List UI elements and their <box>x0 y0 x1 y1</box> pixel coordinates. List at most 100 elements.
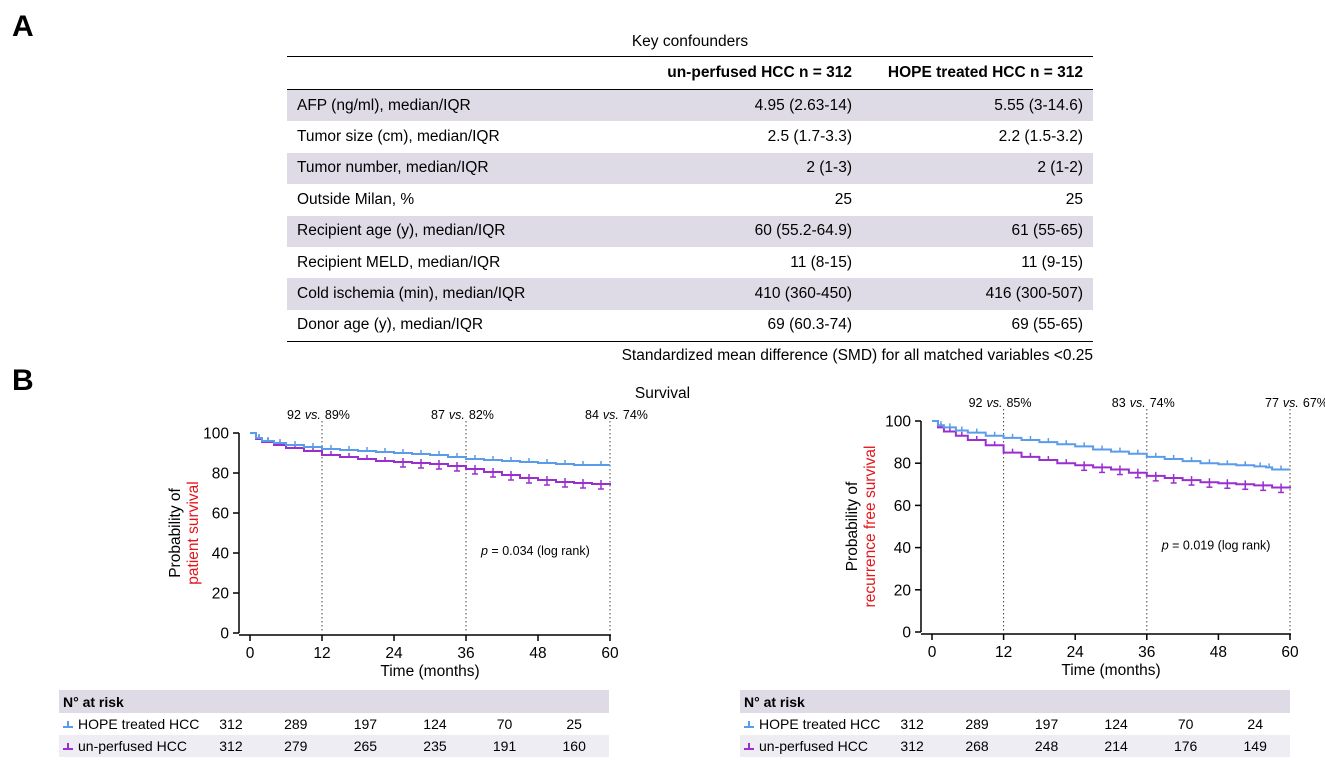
table-header-cell <box>287 56 602 90</box>
at-risk-series-name: un-perfused HCC <box>759 738 868 754</box>
at-risk-count: 312 <box>881 735 943 757</box>
table-cell: 69 (55-65) <box>862 309 1093 343</box>
milestone-label: 77 vs. 67% <box>1265 396 1325 410</box>
confounders-table: un-perfused HCC n = 312 HOPE treated HCC… <box>287 56 1093 343</box>
milestone-value: 85% <box>1006 396 1031 410</box>
milestone-vs: vs. <box>987 396 1003 410</box>
table-cell: Recipient MELD, median/IQR <box>297 253 501 271</box>
at-risk-count: 70 <box>1177 716 1194 732</box>
table-cell: 2 (1-2) <box>862 152 1093 185</box>
at-risk-count: 235 <box>400 735 470 757</box>
y-tick-label: 20 <box>894 582 912 599</box>
x-tick-label: 36 <box>457 645 474 662</box>
at-risk-count: 312 <box>900 716 924 732</box>
at-risk-count: 265 <box>330 735 401 757</box>
y-tick-label: 40 <box>894 540 912 557</box>
milestone-label: 87 vs. 82% <box>431 408 494 422</box>
p-value-symbol: p <box>1161 539 1169 553</box>
p-value-label: p = 0.034 (log rank) <box>480 544 590 558</box>
table-cell: 2 (1-3) <box>602 152 862 185</box>
milestone-label: 83 vs. 74% <box>1112 396 1175 410</box>
at-risk-series-name: un-perfused HCC <box>78 738 187 754</box>
table-cell: 416 (300-507) <box>862 278 1093 310</box>
y-tick-label: 100 <box>885 414 911 431</box>
at-risk-row-label: un-perfused HCC <box>59 735 201 757</box>
section-title: Survival <box>634 385 691 402</box>
y-tick-label: 100 <box>203 426 229 443</box>
at-risk-row-label: HOPE treated HCC <box>59 713 201 735</box>
milestone-value: 92 <box>287 408 301 422</box>
x-axis-label: Time (months) <box>380 663 479 680</box>
at-risk-count: 268 <box>942 735 1012 757</box>
y-tick-label: 0 <box>902 625 911 642</box>
at-risk-row: un-perfused HCC 312 268 248 214 176 149 <box>740 735 1290 757</box>
at-risk-series-name: HOPE treated HCC <box>78 716 200 732</box>
milestone-value: 92 <box>969 396 983 410</box>
series-line-unperfused <box>932 420 1291 489</box>
milestone-value: 67% <box>1303 396 1325 410</box>
at-risk-count: 279 <box>260 735 331 757</box>
table-cell: AFP (ng/ml), median/IQR <box>287 89 602 122</box>
y-axis-label-prefix: Probability of <box>844 481 861 571</box>
at-risk-count: 24 <box>1247 716 1263 732</box>
x-tick-label: 0 <box>928 644 937 661</box>
at-risk-count: 312 <box>219 716 243 732</box>
table-footnote: Standardized mean difference (SMD) for a… <box>621 347 1093 365</box>
milestone-value: 74% <box>623 408 648 422</box>
at-risk-count: 312 <box>200 735 261 757</box>
milestone-value: 89% <box>325 408 350 422</box>
table-cell: Tumor number, median/IQR <box>287 152 602 185</box>
at-risk-count: 248 <box>1011 735 1082 757</box>
milestone-vs: vs. <box>1130 396 1146 410</box>
table-row: Donor age (y), median/IQR 69 (60.3-74) 69 … <box>287 309 1093 343</box>
table-header-cell: un-perfused HCC n = 312 <box>602 56 862 90</box>
at-risk-count: 197 <box>1034 716 1059 732</box>
table-header-row: un-perfused HCC n = 312 HOPE treated HCC… <box>287 56 1093 90</box>
table-cell: 11 (9-15) <box>1021 253 1083 271</box>
panel-label-b: B <box>12 364 34 397</box>
table-cell: 2.5 (1.7-3.3) <box>767 128 852 146</box>
series-marker-icon <box>744 742 754 752</box>
at-risk-count: 70 <box>496 716 513 732</box>
table-cell: Donor age (y), median/IQR <box>287 309 602 343</box>
y-tick-label: 80 <box>212 466 230 483</box>
table-cell: 25 <box>834 190 852 208</box>
milestone-value: 74% <box>1150 396 1175 410</box>
table-cell: 4.95 (2.63-14) <box>602 89 862 122</box>
at-risk-row: HOPE treated HCC 312 289 197 124 70 24 <box>740 713 1290 735</box>
x-tick-label: 24 <box>1067 644 1085 661</box>
at-risk-table-patient: N° at risk HOPE treated HCC 312 289 197 124 70… <box>59 690 609 757</box>
table-cell: 410 (360-450) <box>602 278 862 310</box>
p-value-symbol: p <box>480 544 488 558</box>
table-cell: 5.55 (3-14.6) <box>862 89 1093 122</box>
at-risk-row: un-perfused HCC 312 279 265 235 191 160 <box>59 735 609 757</box>
table-cell: 2.2 (1.5-3.2) <box>998 128 1083 146</box>
milestone-value: 87 <box>431 408 445 422</box>
p-value-text: = 0.034 (log rank) <box>488 544 590 558</box>
milestone-value: 83 <box>1112 396 1126 410</box>
at-risk-table-recurrence: N° at risk HOPE treated HCC 312 289 197 124 70… <box>740 690 1290 757</box>
table-cell: 60 (55.2-64.9) <box>602 215 862 247</box>
at-risk-count: 191 <box>469 735 540 757</box>
x-tick-label: 48 <box>529 645 546 662</box>
milestone-vs: vs. <box>449 408 465 422</box>
p-value-text: = 0.019 (log rank) <box>1169 539 1271 553</box>
table-cell: 61 (55-65) <box>862 215 1093 247</box>
y-tick-label: 40 <box>212 546 230 563</box>
at-risk-header: N° at risk <box>740 690 1290 713</box>
table-row: Recipient age (y), median/IQR 60 (55.2-64… <box>287 215 1093 247</box>
milestone-label: 92 vs. 89% <box>287 408 350 422</box>
at-risk-row-label: HOPE treated HCC <box>740 713 882 735</box>
y-tick-label: 60 <box>212 506 230 523</box>
km-chart-0: 92 vs. 89% 87 vs. 82% 84 vs. 74% 0 20 40 60 80 100 0 12 2… <box>167 408 648 680</box>
table-row: Outside Milan, % 25 25 <box>287 184 1093 215</box>
milestone-label: 92 vs. 85% <box>969 396 1032 410</box>
at-risk-count: 160 <box>539 735 609 757</box>
table-cell: Outside Milan, % <box>297 190 415 208</box>
x-tick-label: 12 <box>313 645 330 662</box>
y-axis-label-highlight: recurrence free survival <box>862 446 879 608</box>
x-tick-label: 0 <box>246 645 255 662</box>
series-marker-icon <box>744 720 754 730</box>
x-tick-label: 24 <box>385 645 403 662</box>
x-tick-label: 12 <box>995 644 1012 661</box>
